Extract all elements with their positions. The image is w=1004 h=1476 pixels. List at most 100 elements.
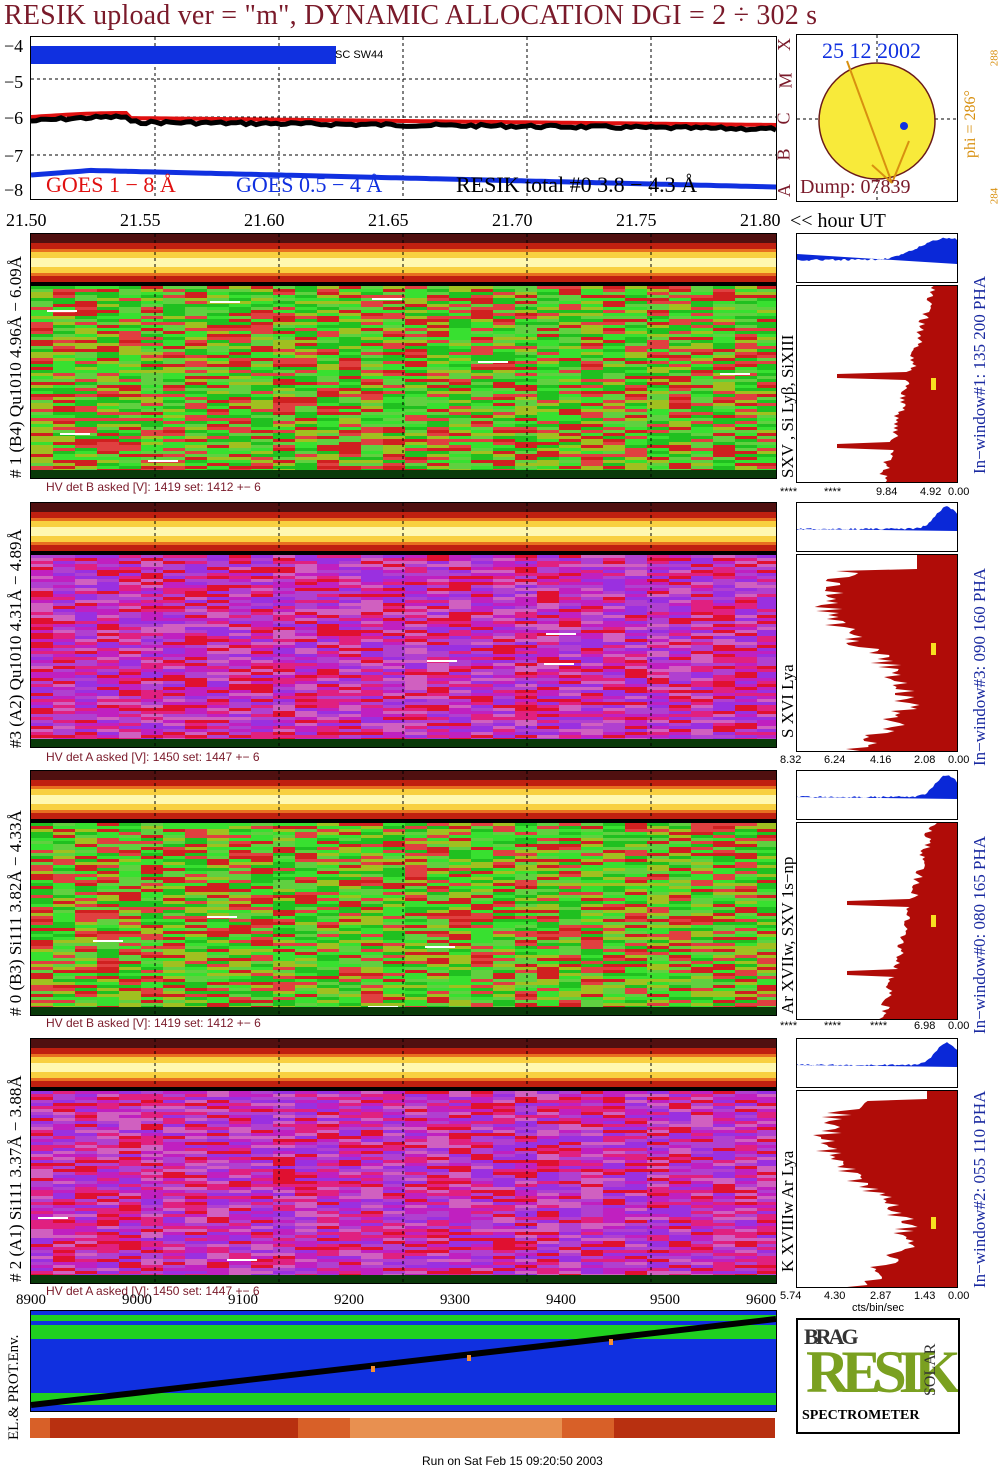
phi-max: 288 [988,49,1001,67]
env-tick: 9400 [546,1292,576,1308]
env-label: EL.& PROT.Env. [6,1334,22,1440]
line-marker [931,1217,936,1229]
spectrum-tick: **** [870,1020,888,1032]
legend-goes-long: GOES 1 − 8 Å [46,172,176,197]
sun-disk [818,62,936,180]
pha-fill [797,775,957,799]
dump-label: Dump: 07839 [800,176,911,198]
time-tick: 21.50 [6,210,47,230]
spectrum-tick: 5.74 [780,1290,802,1302]
time-axis-suffix: << hour UT [790,210,886,232]
class-letter: M [775,72,796,89]
logo-bottom: SPECTROMETER [802,1408,920,1423]
y-tick: −7 [4,146,24,166]
orbit-marker [609,1339,613,1345]
resik-total-curve [31,113,776,133]
integrated-spectrum [796,1090,958,1288]
pha-histogram-plot [797,506,957,531]
spectrum-fill [814,555,957,751]
spectrum-tick: 4.92 [920,486,942,498]
time-tick: 21.75 [616,210,657,230]
pha-histogram-plot [797,1042,957,1067]
spectrum-tick: 2.08 [914,754,936,766]
legend-goes-short: GOES 0.5 − 4 Å [236,172,383,197]
footer-run-info: Run on Sat Feb 15 09:20:50 2003 [422,1454,603,1468]
time-tick: 21.70 [492,210,533,230]
integrated-spectrum-plot [837,286,957,482]
dynamic-spectrum-panel [30,770,777,1016]
hv-status: HV det A asked [V]: 1450 set: 1447 +− 6 [46,750,260,764]
phi-min: 284 [988,187,1001,205]
channel-label: # 2 (A1) Si111 3.37Å − 3.88Å [6,1075,25,1282]
dynamic-spectrum-panel [30,233,777,479]
channel-label: # 0 (B3) Si111 3.82Å − 4.33Å [6,810,25,1016]
spectrum-tick: **** [824,1020,842,1032]
env-axis: 8900 9000 9100 9200 9300 9400 9500 9600 [6,1292,786,1312]
spectrum-fill [837,286,957,482]
pha-histogram [796,502,958,552]
class-letter: C [773,112,794,125]
spectrum-tick: 0.00 [948,754,970,766]
integrated-spectrum-plot [814,555,957,751]
pha-histogram [796,1038,958,1088]
legend-resik: RESIK total #0 3.8 − 4.3 Å [456,172,697,197]
env-tick: 8900 [16,1292,46,1308]
orbit-marker [467,1355,471,1361]
dynamic-spectrum-plot [31,771,776,1015]
pha-histogram-plot [797,775,957,799]
line-marker [931,915,936,927]
spectrum-tick: 0.00 [948,486,970,498]
sun-panel [796,34,958,202]
env-tick: 9200 [334,1292,364,1308]
lightcurve-plot [31,37,776,199]
spectrum-fill [813,1091,957,1287]
segment-bar [31,46,336,64]
orbit-track [31,1316,776,1408]
window-label: In−window#0: 080 165 PHA [970,835,989,1034]
time-tick: 21.55 [120,210,161,230]
spectrum-tick: 8.32 [780,754,802,766]
y-tick: −6 [4,108,24,128]
integrated-spectrum [796,285,958,483]
window-label: In−window#1: 135 200 PHA [970,275,989,474]
spectrum-tick: 4.16 [870,754,892,766]
y-tick: −4 [4,36,24,56]
window-label: In−window#2: 055 110 PHA [970,1090,989,1288]
spectral-lines: Ar XVIIw, SXV 1s−np [778,856,797,1014]
dynamic-spectrum-plot [31,503,776,747]
pha-histogram [796,233,958,283]
logo-top: BRAG [804,1324,859,1349]
spectral-lines: SXV , Si Lyβ, SiXIII [778,334,797,478]
lightcurve-panel [30,36,777,200]
pha-histogram-plot [797,237,957,264]
spectrum-tick: 6.24 [824,754,846,766]
sun-date: 25 12 2002 [822,38,921,63]
env-tick: 9600 [746,1292,776,1308]
dynamic-spectrum-panel [30,1038,777,1284]
cts-label: cts/bin/sec [852,1302,904,1314]
orbit-strip [30,1418,775,1438]
time-tick: 21.65 [368,210,409,230]
source-position-marker [900,122,908,130]
env-panel [30,1310,777,1412]
proton-band [31,1393,776,1405]
goes-long-curve [31,111,776,127]
time-tick: 21.80 [740,210,781,230]
dynamic-spectrum-plot [31,1039,776,1283]
time-axis: 21.50 21.55 21.60 21.65 21.70 21.75 21.8… [6,210,906,234]
integrated-spectrum-plot [847,823,957,1019]
pha-fill [797,1042,957,1067]
time-tick: 21.60 [244,210,285,230]
env-plot [31,1311,776,1411]
logo-right: SOLAR [922,1343,939,1396]
class-letter: B [773,148,794,161]
hv-status: HV det B asked [V]: 1419 set: 1412 +− 6 [46,1016,261,1030]
spectrum-fill [847,823,957,1019]
electron-band [31,1325,776,1339]
class-letter: A [774,184,794,197]
spectrum-tick: 0.00 [948,1290,970,1302]
spectrum-tick: 0.00 [948,1020,970,1032]
logo-letters: RESIK [806,1339,958,1405]
class-letter: X [774,38,794,51]
line-marker [931,378,936,390]
